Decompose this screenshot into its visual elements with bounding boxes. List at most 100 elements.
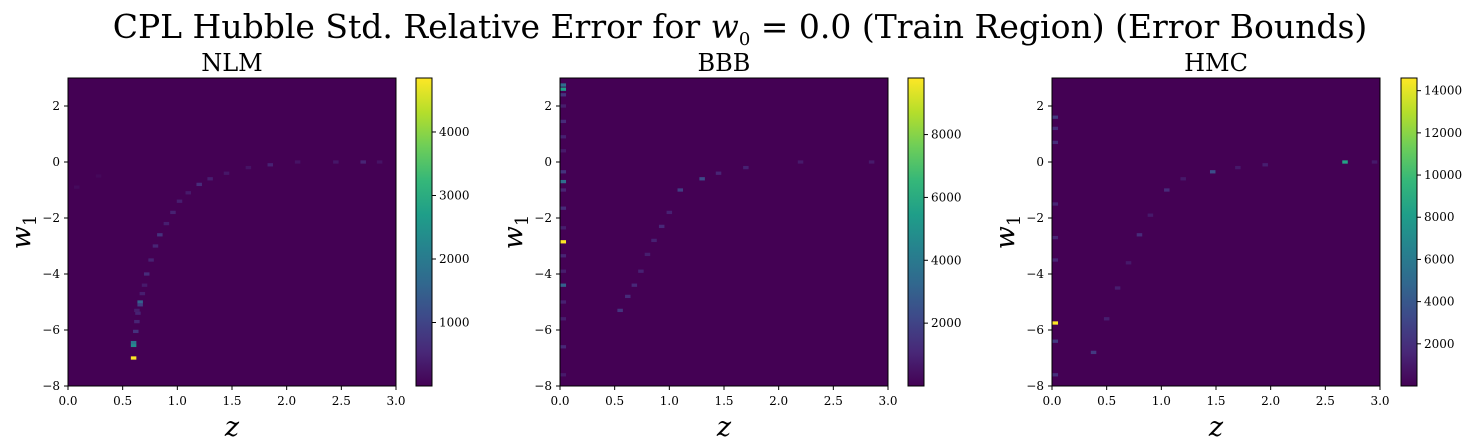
x-tick-label: 2.5 [1316, 394, 1335, 408]
colorbar-frame [415, 77, 433, 387]
x-tick-label: 1.5 [222, 394, 241, 408]
heatmap-cell [1090, 350, 1097, 355]
x-tick-label: 2.0 [1261, 394, 1280, 408]
figure-title: CPL Hubble Std. Relative Error for w0 = … [113, 7, 1368, 50]
heatmap-cell [644, 252, 651, 257]
panel-nlm: NLM 0.0 0.5 1.0 1.5 2.0 2.5 3.0 2 0 −2 −4 −6 −8 z w1 100… [6, 49, 470, 443]
heatmap-cell [130, 356, 137, 360]
heatmap-cell [1052, 258, 1059, 262]
heatmap-cell [176, 199, 183, 203]
heatmap-cell [1125, 261, 1132, 265]
heatmap-cell [1052, 339, 1059, 343]
colorbar-tick-label: 3000 [439, 188, 470, 202]
colorbar-frame [1400, 77, 1418, 387]
colorbar-tick-label: 6000 [931, 190, 962, 204]
heatmap-cell [141, 283, 148, 287]
heatmap-cell [148, 258, 154, 262]
heatmap-cell [560, 254, 567, 258]
heatmap-cell [677, 188, 684, 192]
heatmap-cell [560, 283, 567, 287]
heatmap-cell [133, 329, 139, 334]
colorbar-tick-label: 2000 [439, 252, 470, 266]
heatmap-cell [294, 160, 301, 164]
heatmap-cell [560, 317, 567, 321]
y-tick-label: −6 [1026, 323, 1044, 337]
colorbar-gradient [908, 78, 924, 386]
y-tick-label: −6 [534, 323, 552, 337]
heatmap-cell [1052, 202, 1059, 206]
heatmap-background [1052, 78, 1380, 386]
heatmap-cell [185, 191, 192, 195]
heatmap-cell [617, 308, 623, 313]
heatmap-cell [130, 343, 137, 348]
x-tick-label: 2.0 [277, 394, 296, 408]
heatmap-cell [560, 119, 567, 124]
x-axis-label: z [1208, 412, 1224, 443]
y-axis-label: w1 [6, 215, 41, 250]
y-tick-label: −4 [534, 267, 552, 281]
heatmap-cell [658, 224, 665, 229]
panel-title: BBB [698, 49, 751, 77]
heatmap-cell [560, 135, 567, 139]
heatmap-cell [360, 160, 366, 164]
y-tick-label: −4 [1026, 267, 1044, 281]
colorbar-tick-label: 4000 [1424, 295, 1455, 309]
x-tick-label: 0.5 [1097, 394, 1116, 408]
heatmap-cell [743, 165, 749, 170]
heatmap-cell [1342, 160, 1348, 164]
x-axis-label: z [224, 412, 240, 443]
y-tick-label: −4 [42, 267, 60, 281]
colorbar-tick-label: 2000 [931, 316, 962, 330]
heatmap-cell [139, 291, 146, 296]
heatmap-cell [560, 300, 567, 304]
heatmap-cell [137, 303, 143, 307]
x-tick-label: 1.0 [1152, 394, 1171, 408]
heatmap-cell [560, 345, 567, 349]
colorbar-gradient [416, 78, 432, 386]
heatmap-cell [1262, 163, 1268, 167]
y-axis-label: w1 [498, 215, 533, 250]
heatmap-cell [95, 174, 102, 178]
y-tick-label: −6 [42, 323, 60, 337]
y-tick-label: 0 [1036, 155, 1044, 169]
y-axis-label: w1 [990, 215, 1025, 250]
heatmap-cell [1052, 373, 1059, 377]
colorbar-tick-label: 1000 [439, 315, 470, 329]
heatmap-cell [868, 160, 875, 164]
heatmap-cell [196, 182, 202, 187]
heatmap-cell [134, 308, 140, 313]
heatmap-cell [376, 160, 383, 164]
heatmap-cell [560, 87, 567, 91]
heatmap-cell [631, 283, 638, 287]
y-tick-label: −8 [42, 379, 60, 393]
y-tick-label: 2 [544, 99, 552, 113]
heatmap-cell [163, 221, 170, 226]
colorbar-tick-label: 10000 [1424, 168, 1462, 182]
x-tick-label: 1.5 [1206, 394, 1225, 408]
y-tick-label: −2 [1026, 211, 1044, 225]
y-tick-label: 0 [544, 155, 552, 169]
heatmap-cell [1052, 140, 1059, 145]
heatmap-cell [1371, 160, 1378, 164]
x-tick-label: 0.0 [1042, 394, 1061, 408]
heatmap-cell [625, 294, 631, 299]
heatmap-cell [207, 177, 213, 181]
heatmap-cell [137, 300, 143, 304]
panel-bbb: BBB 0.0 0.5 1.0 1.5 2.0 2.5 3.0 2 0 −2 −4 −6 −8 z w1 200… [498, 49, 962, 443]
heatmap-cell [560, 170, 567, 174]
heatmap-cell [267, 163, 274, 167]
y-tick-label: −2 [42, 211, 60, 225]
heatmap-cell [1052, 321, 1059, 325]
heatmap-cell [797, 160, 804, 164]
colorbar-tick-label: 12000 [1424, 126, 1462, 140]
heatmap-cell [1052, 235, 1059, 240]
x-tick-label: 0.5 [605, 394, 624, 408]
heatmap-cell [130, 340, 137, 345]
heatmap-cell [134, 319, 140, 324]
x-tick-label: 1.0 [660, 394, 679, 408]
heatmap-background [560, 78, 888, 386]
y-tick-label: 2 [52, 99, 60, 113]
heatmap-cell [666, 210, 673, 215]
y-tick-label: −2 [534, 211, 552, 225]
colorbar-tick-label: 8000 [1424, 210, 1455, 224]
